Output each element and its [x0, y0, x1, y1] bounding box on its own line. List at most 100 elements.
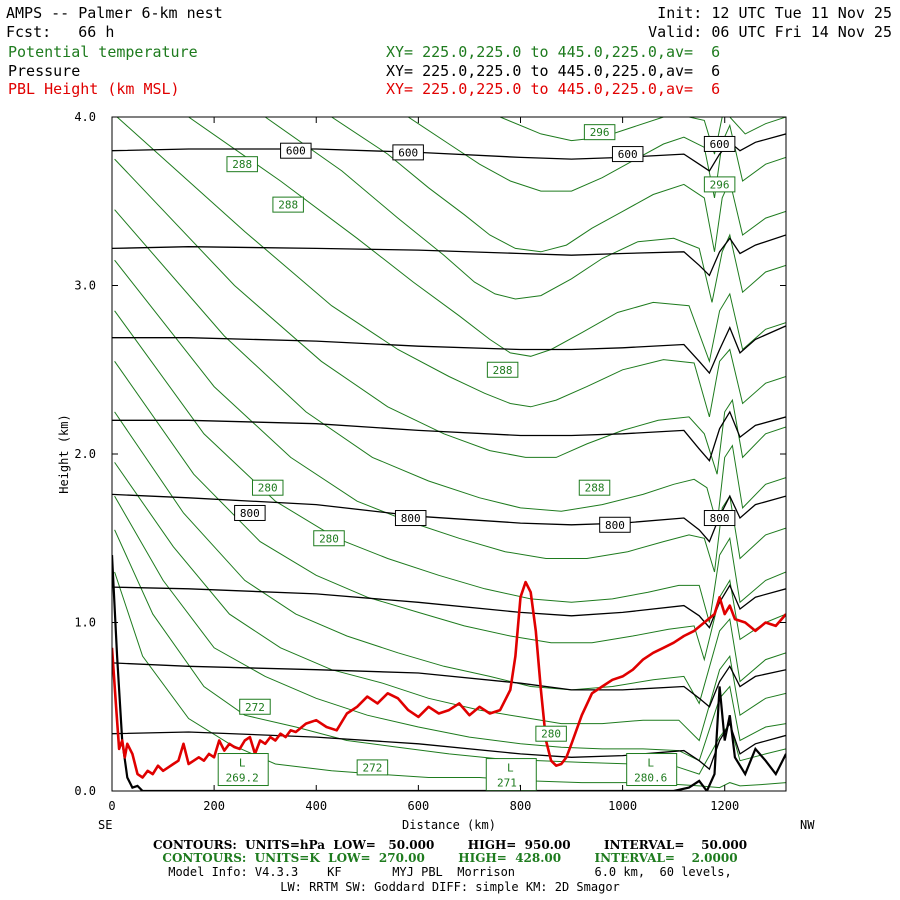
theta-label-8-text: 272	[245, 701, 265, 714]
low-marker-1: L 271.	[485, 758, 537, 792]
y-tick-label-0: 0.0	[74, 784, 96, 798]
footer-contours-pressure: CONTOURS: UNITS=hPa LOW= 50.000 HIGH= 95…	[152, 838, 748, 852]
pressure-label-0: 600	[280, 142, 312, 159]
y-axis-label: Height (km)	[57, 414, 71, 493]
pressure-label-2: 600	[611, 146, 644, 163]
theta-label-2-text: 288	[232, 158, 252, 171]
y-tick-label-2: 2.0	[74, 447, 96, 461]
theta-contour-2	[114, 495, 786, 762]
pressure-label-6: 800	[599, 516, 631, 533]
theta-label-0-text: 296	[590, 126, 610, 139]
theta-label-7: 280	[313, 530, 345, 547]
pressure-label-7-text: 800	[710, 512, 730, 525]
pressure-label-3-text: 600	[710, 138, 730, 151]
y-tick-label-4: 4.0	[74, 110, 96, 124]
low-marker-letter: L	[507, 762, 514, 775]
theta-contour-4	[114, 411, 786, 705]
pressure-contour-0	[112, 133, 786, 172]
y-tick-label-1: 1.0	[74, 616, 96, 630]
pressure-label-5-text: 800	[401, 512, 421, 525]
theta-contour-11	[188, 117, 786, 364]
plot-frame	[111, 116, 787, 792]
pressure-contour-7	[112, 722, 786, 771]
terrain-line	[112, 555, 786, 791]
low-marker-2: L 280.6	[626, 753, 678, 787]
x-tick-label-3: 600	[408, 799, 430, 813]
right-end-label: NW	[800, 818, 815, 832]
pressure-label-2-text: 600	[618, 148, 638, 161]
pressure-contour-2	[112, 325, 786, 375]
low-marker-letter: L	[239, 757, 246, 770]
theta-label-10-text: 272	[362, 761, 382, 774]
pressure-label-4: 800	[234, 504, 266, 521]
x-tick-label-4: 800	[510, 799, 532, 813]
theta-label-4: 288	[486, 361, 519, 378]
theta-label-0: 296	[583, 124, 616, 141]
init-time: Init: 12 UTC Tue 11 Nov 25	[657, 4, 892, 22]
x-tick-label-6: 1200	[710, 799, 739, 813]
low-marker-value: 269.2	[226, 772, 259, 785]
pressure-label-1: 600	[392, 144, 424, 161]
theta-contour-8	[114, 209, 786, 525]
pressure-label-7: 800	[703, 510, 736, 527]
forecast-hour: Fcst: 66 h	[6, 23, 115, 41]
pressure-label-4-text: 800	[240, 507, 260, 520]
pressure-contour-3	[112, 410, 786, 463]
pressure-contour-6	[112, 662, 786, 708]
theta-label-1-text: 296	[710, 178, 730, 191]
axes: 0 200 400 600 800 1000 1200 0.0 1.0 2.0 3.0 4.0 Dist…	[57, 110, 815, 832]
x-axis-label: Distance (km)	[402, 818, 496, 832]
footer-model-info: Model Info: V4.3.3 KF MYJ PBL Morrison 6…	[168, 865, 732, 879]
theta-contour-15	[499, 117, 786, 155]
theta-label-5: 288	[578, 479, 611, 496]
theta-label-10: 272	[356, 759, 389, 776]
pbl-height-series	[112, 580, 786, 779]
field-xy-pressure: XY= 225.0,225.0 to 445.0,225.0,av= 6	[386, 62, 721, 80]
pressure-label-3: 600	[703, 135, 736, 152]
theta-label-3: 288	[272, 196, 304, 213]
theta-contour-1	[114, 529, 786, 775]
low-marker-0: L 269.2	[217, 753, 269, 787]
theta-contour-3	[114, 462, 786, 742]
footer-physics-info: LW: RRTM SW: Goddard DIFF: simple KM: 2D…	[280, 880, 620, 894]
theta-contour-7	[114, 259, 786, 573]
contour-labels: 600 600 600 600 800 800 800 800 296 296 288 288 288 2…	[217, 124, 736, 792]
theta-contour-12	[264, 117, 786, 303]
field-xy-theta: XY= 225.0,225.0 to 445.0,225.0,av= 6	[386, 43, 721, 61]
theta-label-3-text: 288	[278, 199, 298, 212]
pressure-contour-4	[112, 493, 786, 543]
pressure-label-0-text: 600	[286, 145, 306, 158]
theta-label-9: 280	[535, 725, 567, 742]
footer-contours-theta: CONTOURS: UNITS=K LOW= 270.00 HIGH= 428.…	[162, 851, 738, 865]
pbl-height-line	[112, 580, 786, 779]
y-tick-label-3: 3.0	[74, 279, 96, 293]
theta-label-9-text: 280	[541, 728, 561, 741]
theta-label-5-text: 288	[585, 482, 605, 495]
field-xy-pbl: XY= 225.0,225.0 to 445.0,225.0,av= 6	[386, 80, 721, 98]
x-tick-label-0: 0	[108, 799, 115, 813]
theta-contour-6	[114, 310, 786, 623]
theta-label-4-text: 288	[493, 364, 513, 377]
theta-label-7-text: 280	[319, 532, 339, 545]
chart-title: AMPS -- Palmer 6-km nest	[6, 4, 223, 22]
theta-label-6-text: 280	[258, 482, 278, 495]
terrain	[112, 555, 786, 791]
pressure-contours	[112, 133, 786, 771]
x-tick-label-1: 200	[203, 799, 225, 813]
theta-label-1: 296	[703, 176, 736, 193]
valid-time: Valid: 06 UTC Fri 14 Nov 25	[648, 23, 892, 41]
theta-label-8: 272	[239, 698, 271, 715]
x-tick-label-2: 400	[305, 799, 327, 813]
theta-label-2: 288	[226, 156, 258, 173]
pressure-label-5: 800	[394, 510, 427, 527]
pressure-label-1-text: 600	[398, 146, 418, 159]
field-label-pressure: Pressure	[8, 62, 81, 80]
low-marker-value: 271.	[497, 777, 524, 790]
field-label-pbl: PBL Height (km MSL)	[8, 80, 180, 98]
pressure-label-6-text: 800	[605, 519, 625, 532]
theta-contour-5	[114, 361, 786, 662]
x-tick-label-5: 1000	[608, 799, 637, 813]
theta-contour-9	[114, 158, 786, 475]
field-label-theta: Potential temperature	[8, 43, 198, 61]
